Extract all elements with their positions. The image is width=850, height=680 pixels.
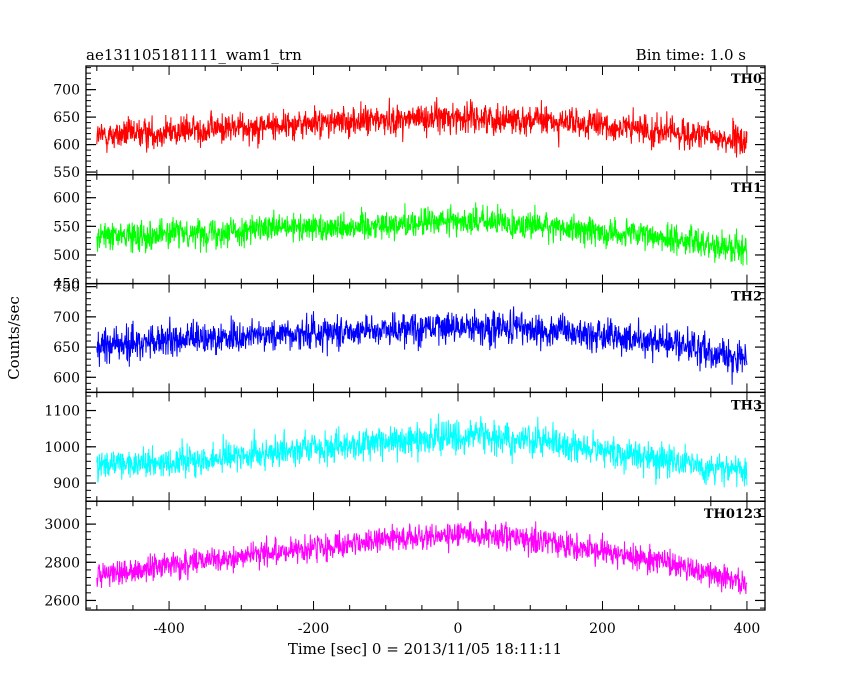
y-tick-label: 3000 bbox=[44, 517, 80, 533]
y-tick-label: 700 bbox=[53, 83, 80, 99]
y-tick-label: 500 bbox=[53, 248, 80, 264]
panel-label-th1: TH1 bbox=[731, 181, 762, 196]
panel-th0: 550 600 650 700 TH0 bbox=[53, 65, 766, 181]
series-line-th3 bbox=[96, 413, 748, 488]
x-axis: -400 -200 0 200 400 bbox=[153, 621, 760, 637]
series-line-th1 bbox=[96, 202, 748, 266]
y-tick-label: 650 bbox=[53, 110, 80, 126]
y-tick-label: 600 bbox=[53, 138, 80, 154]
panel-frame bbox=[85, 174, 766, 285]
series-line-th2 bbox=[96, 306, 748, 385]
series-line-th0123 bbox=[96, 520, 748, 595]
y-tick-label: 750 bbox=[53, 280, 80, 296]
y-tick-label: 2600 bbox=[44, 593, 80, 609]
x-axis-label: Time [sec] 0 = 2013/11/05 18:11:11 bbox=[288, 640, 562, 658]
panel-th2: 600 650 700 750 TH2 bbox=[53, 280, 766, 394]
panel-label-th3: TH3 bbox=[731, 398, 762, 413]
y-tick-label: 550 bbox=[53, 165, 80, 181]
y-tick-label: 600 bbox=[53, 370, 80, 386]
y-tick-label: 2800 bbox=[44, 555, 80, 571]
y-axis-label: Counts/sec bbox=[5, 296, 23, 380]
x-tick-label: 400 bbox=[734, 621, 761, 637]
y-tick-label: 700 bbox=[53, 310, 80, 326]
bin-time-label: Bin time: 1.0 s bbox=[636, 46, 746, 64]
y-tick-label: 550 bbox=[53, 219, 80, 235]
panel-frame bbox=[85, 500, 766, 611]
y-tick-label: 450 bbox=[53, 277, 80, 293]
x-tick-label: -400 bbox=[153, 621, 184, 637]
panel-label-th0: TH0 bbox=[731, 72, 762, 87]
panel-th1: 450 500 550 600 TH1 bbox=[53, 174, 766, 293]
panel-th3: 900 1000 1100 TH3 bbox=[44, 391, 766, 502]
series-line-th0 bbox=[96, 97, 748, 158]
y-tick-label: 1100 bbox=[44, 404, 80, 420]
y-tick-label: 650 bbox=[53, 340, 80, 356]
x-tick-label: 200 bbox=[589, 621, 616, 637]
x-tick-label: 0 bbox=[454, 621, 463, 637]
x-tick-label: -200 bbox=[298, 621, 329, 637]
y-tick-label: 900 bbox=[53, 476, 80, 492]
panel-label-th0123: TH0123 bbox=[704, 507, 762, 522]
chart-title: ae131105181111_wam1_trn bbox=[86, 46, 302, 64]
panels-group: 550 600 650 700 TH0 450 500 550 600 TH1 600 650 700 7… bbox=[44, 65, 766, 611]
panel-th0123: 2600 2800 3000 TH0123 bbox=[44, 500, 766, 611]
y-tick-label: 1000 bbox=[44, 440, 80, 456]
panel-label-th2: TH2 bbox=[731, 290, 762, 305]
y-tick-label: 600 bbox=[53, 191, 80, 207]
